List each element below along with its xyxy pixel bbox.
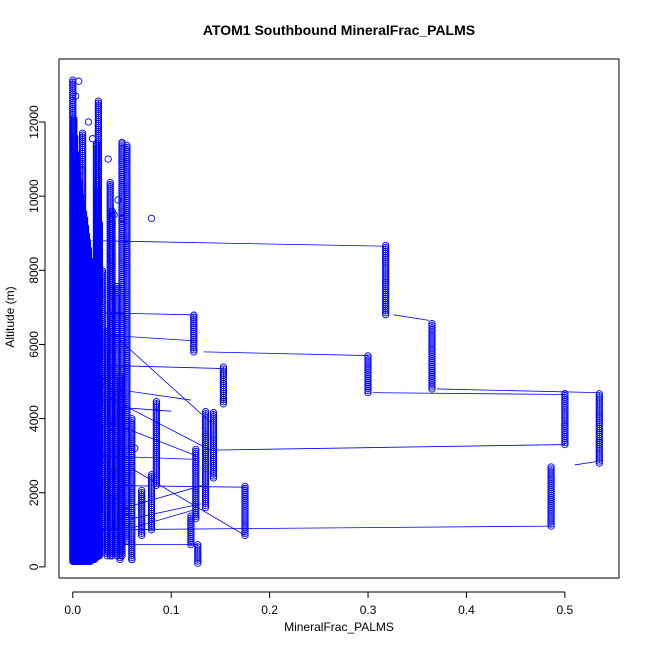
- series-line-segment: [92, 240, 386, 247]
- series-line-segment: [87, 384, 191, 401]
- plot-region: [58, 58, 620, 579]
- x-axis-label: MineralFrac_PALMS: [284, 620, 394, 634]
- data-point: [95, 223, 104, 232]
- data-point: [83, 237, 92, 245]
- data-point: [94, 101, 103, 109]
- data-point: [72, 149, 80, 158]
- data-point: [71, 135, 79, 143]
- series-line-segment: [393, 314, 430, 321]
- data-point: [85, 259, 94, 268]
- data-point: [69, 80, 77, 88]
- data-point: [85, 255, 94, 264]
- series-line-segment: [131, 509, 196, 529]
- data-point: [80, 215, 89, 223]
- data-point: [70, 115, 78, 123]
- data-point: [84, 247, 93, 256]
- data-point: [78, 133, 87, 141]
- series-line-segment: [212, 444, 565, 451]
- data-point: [70, 119, 78, 127]
- data-point: [95, 219, 104, 228]
- series-line-segment: [372, 392, 565, 395]
- data-point: [72, 151, 80, 160]
- data-point: [85, 257, 94, 266]
- data-point: [71, 133, 79, 141]
- series-line-segment: [203, 351, 369, 356]
- data-point: [71, 137, 79, 145]
- series-line-segment: [436, 388, 599, 394]
- data-point: [94, 97, 103, 105]
- data-point: [74, 170, 82, 178]
- data-point: [84, 245, 93, 254]
- data-point: [78, 129, 87, 137]
- series-line-segment: [119, 425, 196, 457]
- y-axis-label: Altitude (m): [3, 286, 17, 347]
- chart-title: ATOM1 Southbound MineralFrac_PALMS: [203, 22, 475, 38]
- data-point: [75, 178, 83, 186]
- data-point: [94, 99, 103, 107]
- data-layer: [69, 76, 603, 567]
- data-point: [78, 131, 87, 139]
- series-line-segment: [96, 525, 552, 531]
- data-point: [70, 117, 78, 125]
- data-point: [95, 221, 104, 230]
- series-line-segment: [574, 460, 599, 466]
- data-point: [81, 223, 90, 231]
